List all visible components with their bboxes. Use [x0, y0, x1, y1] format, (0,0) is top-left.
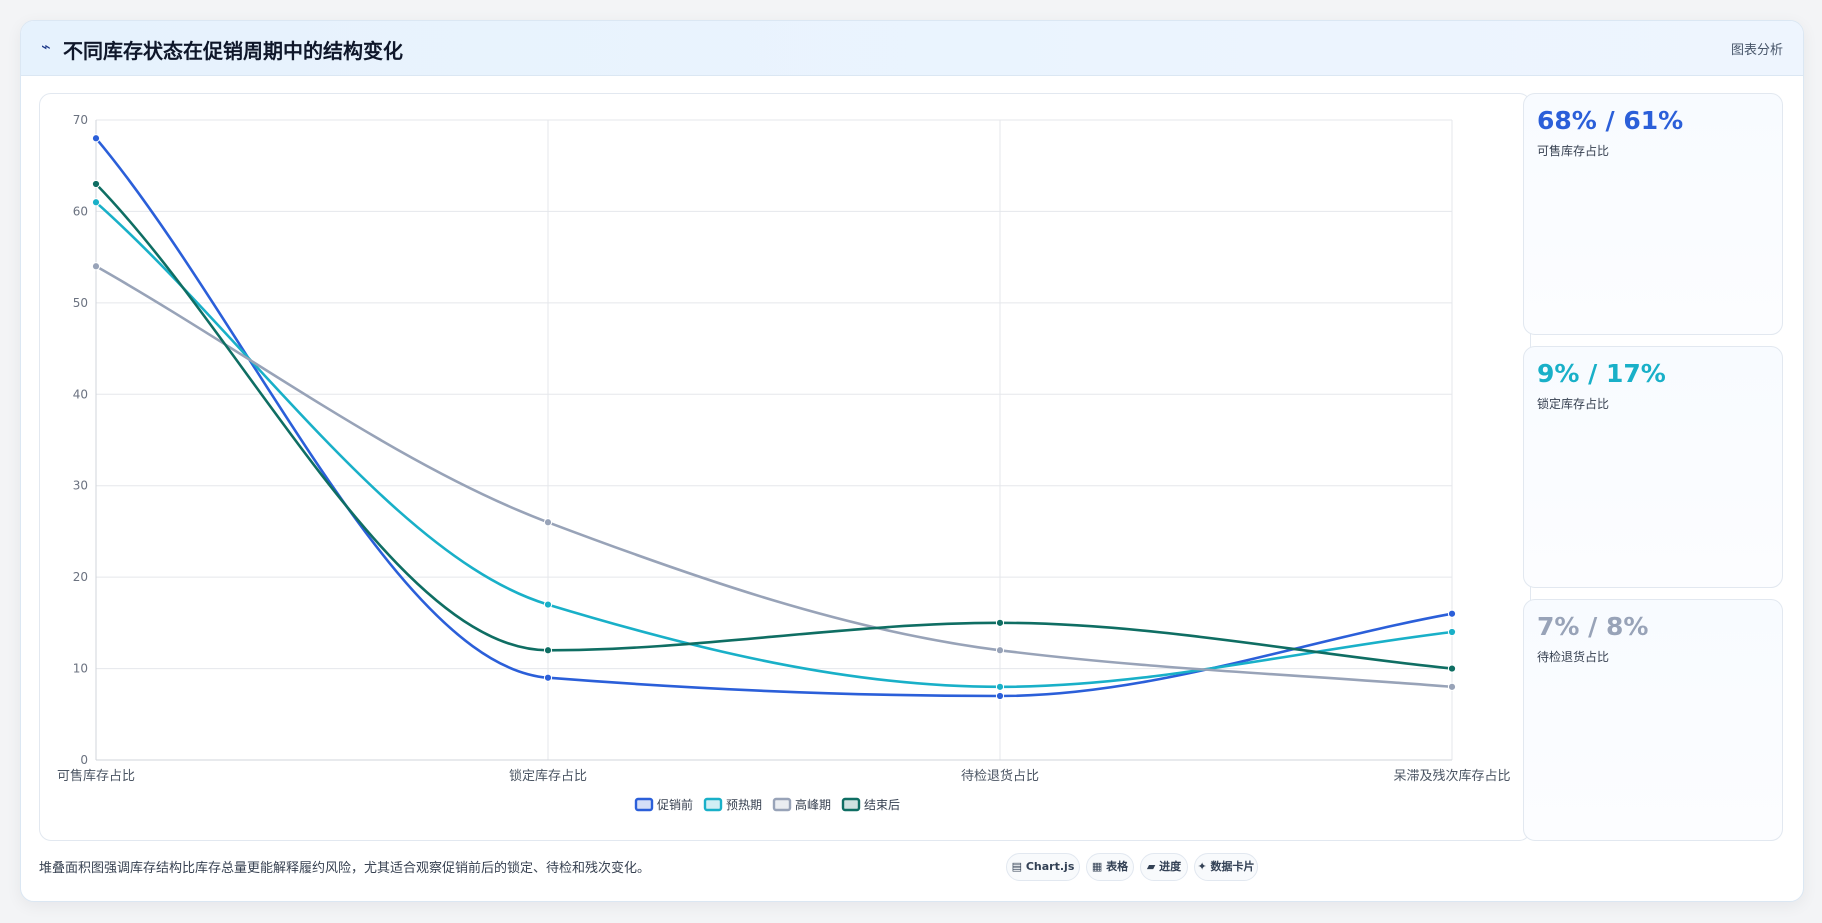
y-tick-label: 20 [73, 570, 88, 584]
chart-title: 不同库存状态在促销周期中的结构变化 [63, 39, 403, 63]
series-line [95, 183, 1453, 670]
legend-label: 促销前 [657, 797, 693, 812]
data-point [995, 691, 1005, 701]
data-point [543, 646, 553, 655]
chart-area: 0 10 20 30 40 50 60 70 可售库存占比 锁定库存占比 待检退货占比 呆滞及残次库存… [39, 93, 1531, 841]
y-tick-label: 70 [73, 113, 88, 127]
line-chart-icon: ⌁ [41, 37, 51, 56]
y-tick-label: 30 [73, 479, 88, 493]
series-line [95, 265, 1453, 689]
chart-panel: ⌁ 不同库存状态在促销周期中的结构变化 图表分析 0 10 20 30 40 50 60 70… [20, 20, 1804, 902]
stat-card-value: 7% / 8% [1537, 612, 1649, 641]
legend-swatch [703, 797, 723, 812]
legend-label: 高峰期 [795, 797, 831, 812]
data-point [995, 618, 1005, 627]
legend-swatch [841, 797, 861, 812]
series-line [95, 201, 1453, 689]
panel-header: ⌁ 不同库存状态在促销周期中的结构变化 图表分析 [21, 21, 1803, 76]
y-tick-label: 50 [73, 296, 88, 310]
stat-card-label: 可售库存占比 [1537, 144, 1610, 158]
data-point [91, 134, 101, 143]
x-tick-label: 锁定库存占比 [509, 768, 587, 784]
data-point [995, 646, 1005, 655]
chip-progress[interactable]: ▰ 进度 [1140, 853, 1188, 881]
data-point [91, 262, 101, 271]
stat-card: 9% / 17% 锁定库存占比 [1523, 346, 1783, 588]
chip-table[interactable]: ▦ 表格 [1086, 853, 1134, 881]
chip-label: 表格 [1106, 860, 1129, 873]
legend-label: 结束后 [864, 798, 900, 812]
y-tick-label: 10 [73, 662, 88, 676]
data-point [995, 682, 1005, 691]
chart-note: 堆叠面积图强调库存结构比库存总量更能解释履约风险，尤其适合观察促销前后的锁定、待… [39, 861, 651, 876]
chip-label: 进度 [1159, 860, 1182, 873]
legend-swatch [772, 797, 792, 812]
stat-card-label: 待检退货占比 [1537, 650, 1610, 664]
data-point [1447, 664, 1457, 673]
line-chart: 0 10 20 30 40 50 60 70 可售库存占比 锁定库存占比 待检退货占比 呆滞及残次库存… [57, 113, 1511, 812]
data-point [91, 198, 101, 207]
chip-label: Chart.js [1025, 860, 1075, 873]
stat-card-label: 锁定库存占比 [1537, 397, 1610, 411]
data-point [543, 600, 553, 609]
stat-card: 68% / 61% 可售库存占比 [1523, 93, 1783, 335]
chip-chartjs[interactable]: ▤ Chart.js [1006, 853, 1080, 881]
data-point [91, 179, 101, 189]
chart-analysis-label: 图表分析 [1730, 43, 1783, 58]
x-tick-label: 待检退货占比 [961, 768, 1039, 784]
data-point [543, 518, 553, 527]
chip-label: 数据卡片 [1210, 860, 1255, 873]
data-point [1447, 682, 1457, 691]
y-tick-label: 40 [73, 387, 88, 401]
series-line [95, 137, 1453, 698]
x-tick-label: 呆滞及残次库存占比 [1393, 768, 1510, 784]
data-point [543, 673, 553, 682]
data-point [1447, 627, 1457, 637]
stat-card: 7% / 8% 待检退货占比 [1523, 599, 1783, 841]
legend-label: 预热期 [726, 798, 762, 812]
progress-icon: ▰ [1146, 860, 1156, 873]
data-point [1447, 609, 1457, 618]
stat-card-value: 68% / 61% [1537, 106, 1684, 135]
chip-data-card[interactable]: ✦ 数据卡片 [1194, 853, 1258, 881]
stat-card-value: 9% / 17% [1537, 359, 1666, 388]
table-icon: ▦ [1091, 860, 1103, 873]
y-tick-label: 0 [80, 753, 88, 767]
y-tick-label: 60 [73, 204, 88, 218]
card-icon: ✦ [1197, 860, 1207, 873]
legend-swatch [634, 797, 654, 812]
x-tick-label: 可售库存占比 [57, 768, 135, 784]
chart-icon: ▤ [1011, 860, 1023, 873]
